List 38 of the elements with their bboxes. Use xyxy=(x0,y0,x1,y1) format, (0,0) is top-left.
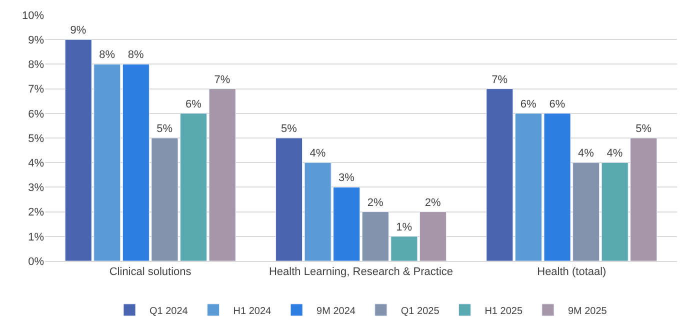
y-tick-label: 1% xyxy=(28,231,44,244)
y-tick-label: 4% xyxy=(28,157,44,170)
y-tick-label: 0% xyxy=(28,256,44,268)
data-label: 1% xyxy=(396,221,412,234)
data-label: 4% xyxy=(606,148,623,160)
data-label: 5% xyxy=(156,123,173,135)
y-tick-label: 3% xyxy=(28,182,44,194)
data-label: 6% xyxy=(520,98,537,110)
legend-label: 9M 2025 xyxy=(568,306,608,317)
data-label: 6% xyxy=(185,98,202,110)
data-label: 2% xyxy=(424,196,442,209)
data-label: 4% xyxy=(578,148,594,160)
data-label: 5% xyxy=(280,123,298,135)
x-tick-label: Clinical solutions xyxy=(109,266,192,278)
y-tick-label: 2% xyxy=(28,206,44,219)
legend-label: Q1 2025 xyxy=(400,306,440,317)
data-label: 7% xyxy=(214,74,230,86)
legend-label: 9M 2024 xyxy=(316,306,356,317)
y-tick-label: 5% xyxy=(28,132,44,145)
legend-label: H1 2024 xyxy=(233,306,272,317)
data-label: 6% xyxy=(549,98,566,110)
data-label: 5% xyxy=(636,123,652,135)
y-tick-label: 6% xyxy=(28,108,44,120)
data-label: 3% xyxy=(338,172,355,184)
data-label: 7% xyxy=(492,74,508,86)
data-label: 8% xyxy=(99,49,116,62)
y-tick-label: 7% xyxy=(28,84,44,96)
y-tick-label: 9% xyxy=(28,34,44,46)
data-label: 2% xyxy=(367,196,384,209)
data-label: 9% xyxy=(70,24,86,37)
legend-label: H1 2025 xyxy=(484,306,523,317)
x-tick-label: Health (totaal) xyxy=(537,266,606,278)
x-tick-label: Health Learning, Research & Practice xyxy=(268,266,454,278)
data-label: 8% xyxy=(128,49,144,62)
y-tick-label: 8% xyxy=(28,59,44,72)
legend-label: Q1 2024 xyxy=(150,306,188,317)
data-label: 4% xyxy=(310,148,326,160)
y-tick-label: 10% xyxy=(22,10,44,22)
